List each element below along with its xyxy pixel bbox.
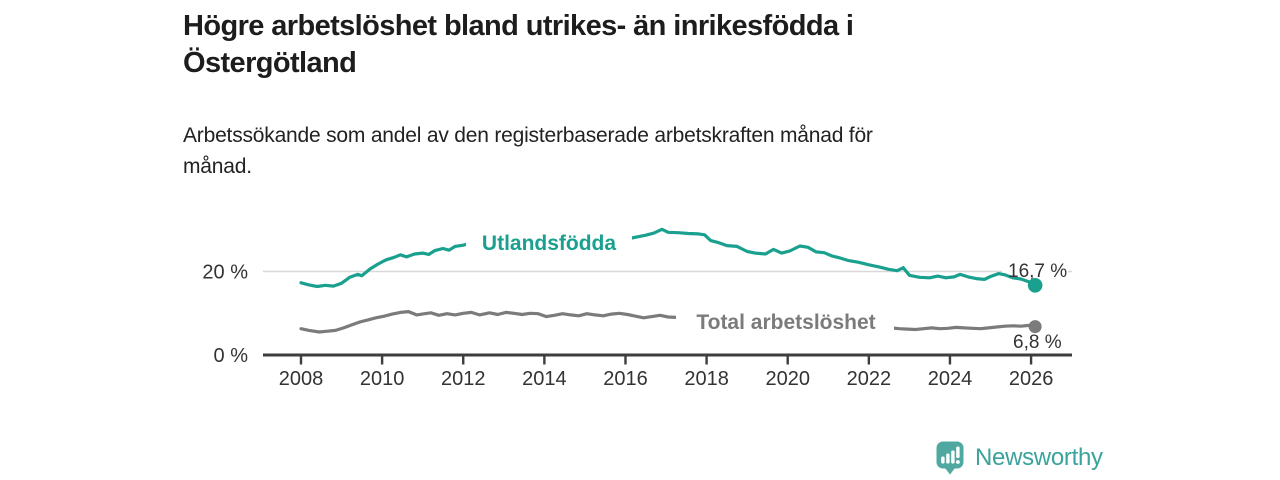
x-tick-label: 2022 <box>847 368 892 390</box>
chart-subtitle-line-2: månad. <box>183 155 252 178</box>
end-value-label-total: 6,8 % <box>1013 332 1062 353</box>
x-tick-label: 2016 <box>603 368 648 390</box>
x-tick-label: 2024 <box>928 368 973 390</box>
series-label-0: Utlandsfödda <box>482 232 616 255</box>
end-value-label-utlandsfodda: 16,7 % <box>1008 261 1067 282</box>
chart-subtitle-line-1: Arbetssökande som andel av den registerb… <box>183 124 873 147</box>
page-title-line-1: Högre arbetslöshet bland utrikes- än inr… <box>183 10 854 42</box>
x-tick-label: 2010 <box>360 368 405 390</box>
series-end-dot-1 <box>1028 320 1042 334</box>
x-tick-label: 2014 <box>522 368 567 390</box>
newsworthy-logo-text: Newsworthy <box>975 444 1103 471</box>
x-tick-label: 2008 <box>279 368 324 390</box>
label-mask <box>1002 263 1068 277</box>
newsworthy-bar-chart-bubble-icon <box>936 441 964 475</box>
page-title: Högre arbetslöshet bland utrikes- än inr… <box>183 8 854 82</box>
y-tick-label: 20 % <box>202 262 248 284</box>
chart-subtitle: Arbetssökande som andel av den registerb… <box>183 120 873 182</box>
series-line-0 <box>299 227 1037 289</box>
y-tick-label: 0 % <box>214 345 249 367</box>
x-tick-label: 2026 <box>1009 368 1054 390</box>
page-title-line-2: Östergötland <box>183 47 357 79</box>
x-tick-label: 2018 <box>684 368 729 390</box>
x-tick-label: 2020 <box>765 368 810 390</box>
series-label-1: Total arbetslöshet <box>696 311 875 334</box>
series-line-1 <box>299 310 1037 334</box>
series-label-mask <box>466 229 632 256</box>
series-end-dot-0 <box>1027 277 1043 293</box>
newsworthy-logo: Newsworthy <box>936 441 1103 475</box>
x-tick-label: 2012 <box>441 368 486 390</box>
series-label-mask <box>676 309 894 336</box>
